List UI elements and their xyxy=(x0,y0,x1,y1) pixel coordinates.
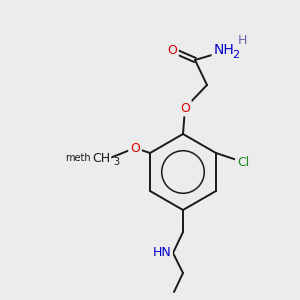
Text: Cl: Cl xyxy=(237,155,249,169)
Text: 2: 2 xyxy=(232,50,240,60)
Text: CH: CH xyxy=(92,152,110,164)
Text: NH: NH xyxy=(214,43,234,57)
Text: H: H xyxy=(237,34,247,46)
Text: O: O xyxy=(180,101,190,115)
Text: 3: 3 xyxy=(113,157,119,167)
Text: O: O xyxy=(130,142,140,154)
Text: methoxy: methoxy xyxy=(65,153,108,163)
Text: HN: HN xyxy=(152,247,171,260)
Text: O: O xyxy=(167,44,177,56)
